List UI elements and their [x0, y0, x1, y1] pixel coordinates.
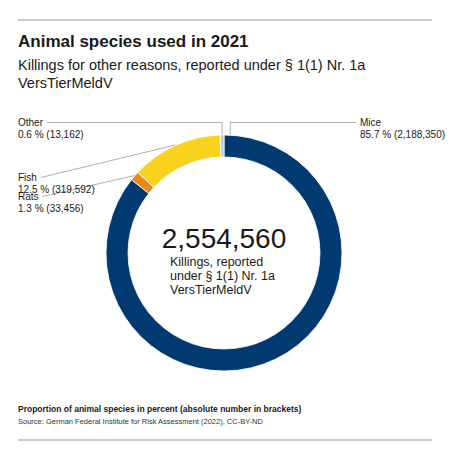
title: Animal species used in 2021	[18, 32, 249, 51]
slice-value-label: 85.7 % (2,188,350)	[360, 129, 445, 140]
slice-label: Other	[18, 117, 44, 128]
bottom-rule	[18, 440, 432, 441]
source: Source: German Federal Institute for Ris…	[18, 417, 263, 426]
slice-value-label: 1.3 % (33,456)	[18, 203, 84, 214]
leader-line	[41, 145, 175, 177]
slice	[220, 135, 224, 157]
slice-value-label: 0.6 % (13,162)	[18, 129, 84, 140]
subtitle: Killings for other reasons, reported und…	[18, 57, 366, 73]
leader-line	[47, 123, 222, 135]
note: Proportion of animal species in percent …	[18, 404, 302, 414]
center-value: 2,554,560	[162, 223, 287, 254]
leader-line	[230, 123, 356, 135]
slice	[138, 135, 221, 187]
labels: Mice85.7 % (2,188,350)Rats1.3 % (33,456)…	[18, 117, 445, 214]
top-rule	[18, 20, 432, 21]
slice-value-label: 12.5 % (319,592)	[18, 184, 95, 195]
slice	[106, 135, 342, 371]
center-text: Killings, reported	[170, 255, 263, 269]
slices	[106, 135, 342, 371]
slice-label: Mice	[360, 117, 382, 128]
center-text: VersTierMeldV	[170, 283, 252, 297]
subtitle: VersTierMeldV	[18, 75, 113, 91]
center-text: under § 1(1) Nr. 1a	[170, 269, 275, 283]
chart: Animal species used in 2021 Killings for …	[0, 0, 450, 455]
slice-label: Fish	[18, 172, 37, 183]
